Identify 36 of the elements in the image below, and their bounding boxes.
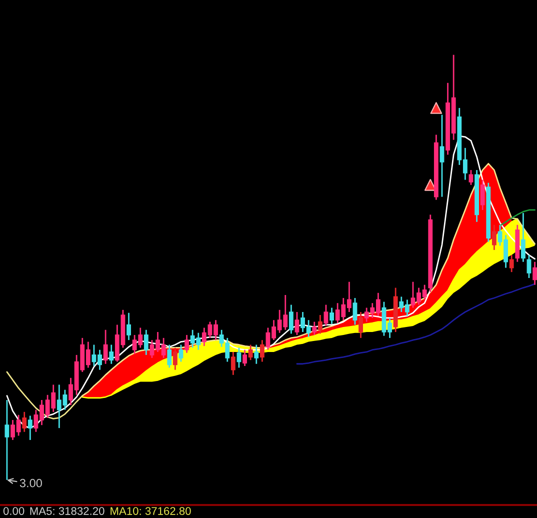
candlestick bbox=[184, 334, 189, 354]
candlestick bbox=[4, 399, 10, 481]
candlestick bbox=[103, 329, 108, 365]
candlestick bbox=[288, 304, 294, 334]
candlestick bbox=[260, 339, 264, 362]
candlestick bbox=[126, 312, 131, 341]
candlestick bbox=[318, 314, 322, 334]
candlestick bbox=[172, 347, 178, 371]
candlestick bbox=[248, 344, 253, 361]
candlestick bbox=[230, 351, 236, 376]
candlestick bbox=[312, 321, 317, 336]
candlestick bbox=[28, 415, 32, 441]
candlestick bbox=[22, 411, 27, 433]
candlestick bbox=[440, 114, 444, 198]
candlestick bbox=[254, 344, 259, 365]
text: 0.00 bbox=[3, 507, 24, 515]
text: MA5: 31832.20 bbox=[30, 507, 104, 515]
candlestick bbox=[242, 349, 247, 367]
annotation: 3.00 bbox=[20, 478, 42, 488]
candlestick bbox=[109, 344, 114, 365]
candlestick bbox=[294, 311, 300, 336]
candlestick bbox=[532, 261, 537, 286]
candlestick bbox=[324, 304, 328, 327]
candlestick bbox=[167, 344, 172, 368]
candlestick bbox=[509, 254, 514, 273]
candlestick bbox=[480, 179, 485, 211]
candlestick bbox=[520, 212, 526, 263]
candlestick bbox=[526, 254, 532, 279]
candlestick bbox=[352, 297, 358, 326]
text: MA10: 37162.80 bbox=[110, 507, 191, 515]
candlestick bbox=[144, 329, 148, 356]
candlestick bbox=[178, 344, 184, 362]
candlestick bbox=[468, 169, 474, 186]
candlestick bbox=[358, 311, 363, 339]
candlestick bbox=[330, 307, 334, 325]
candlestick bbox=[492, 224, 496, 251]
